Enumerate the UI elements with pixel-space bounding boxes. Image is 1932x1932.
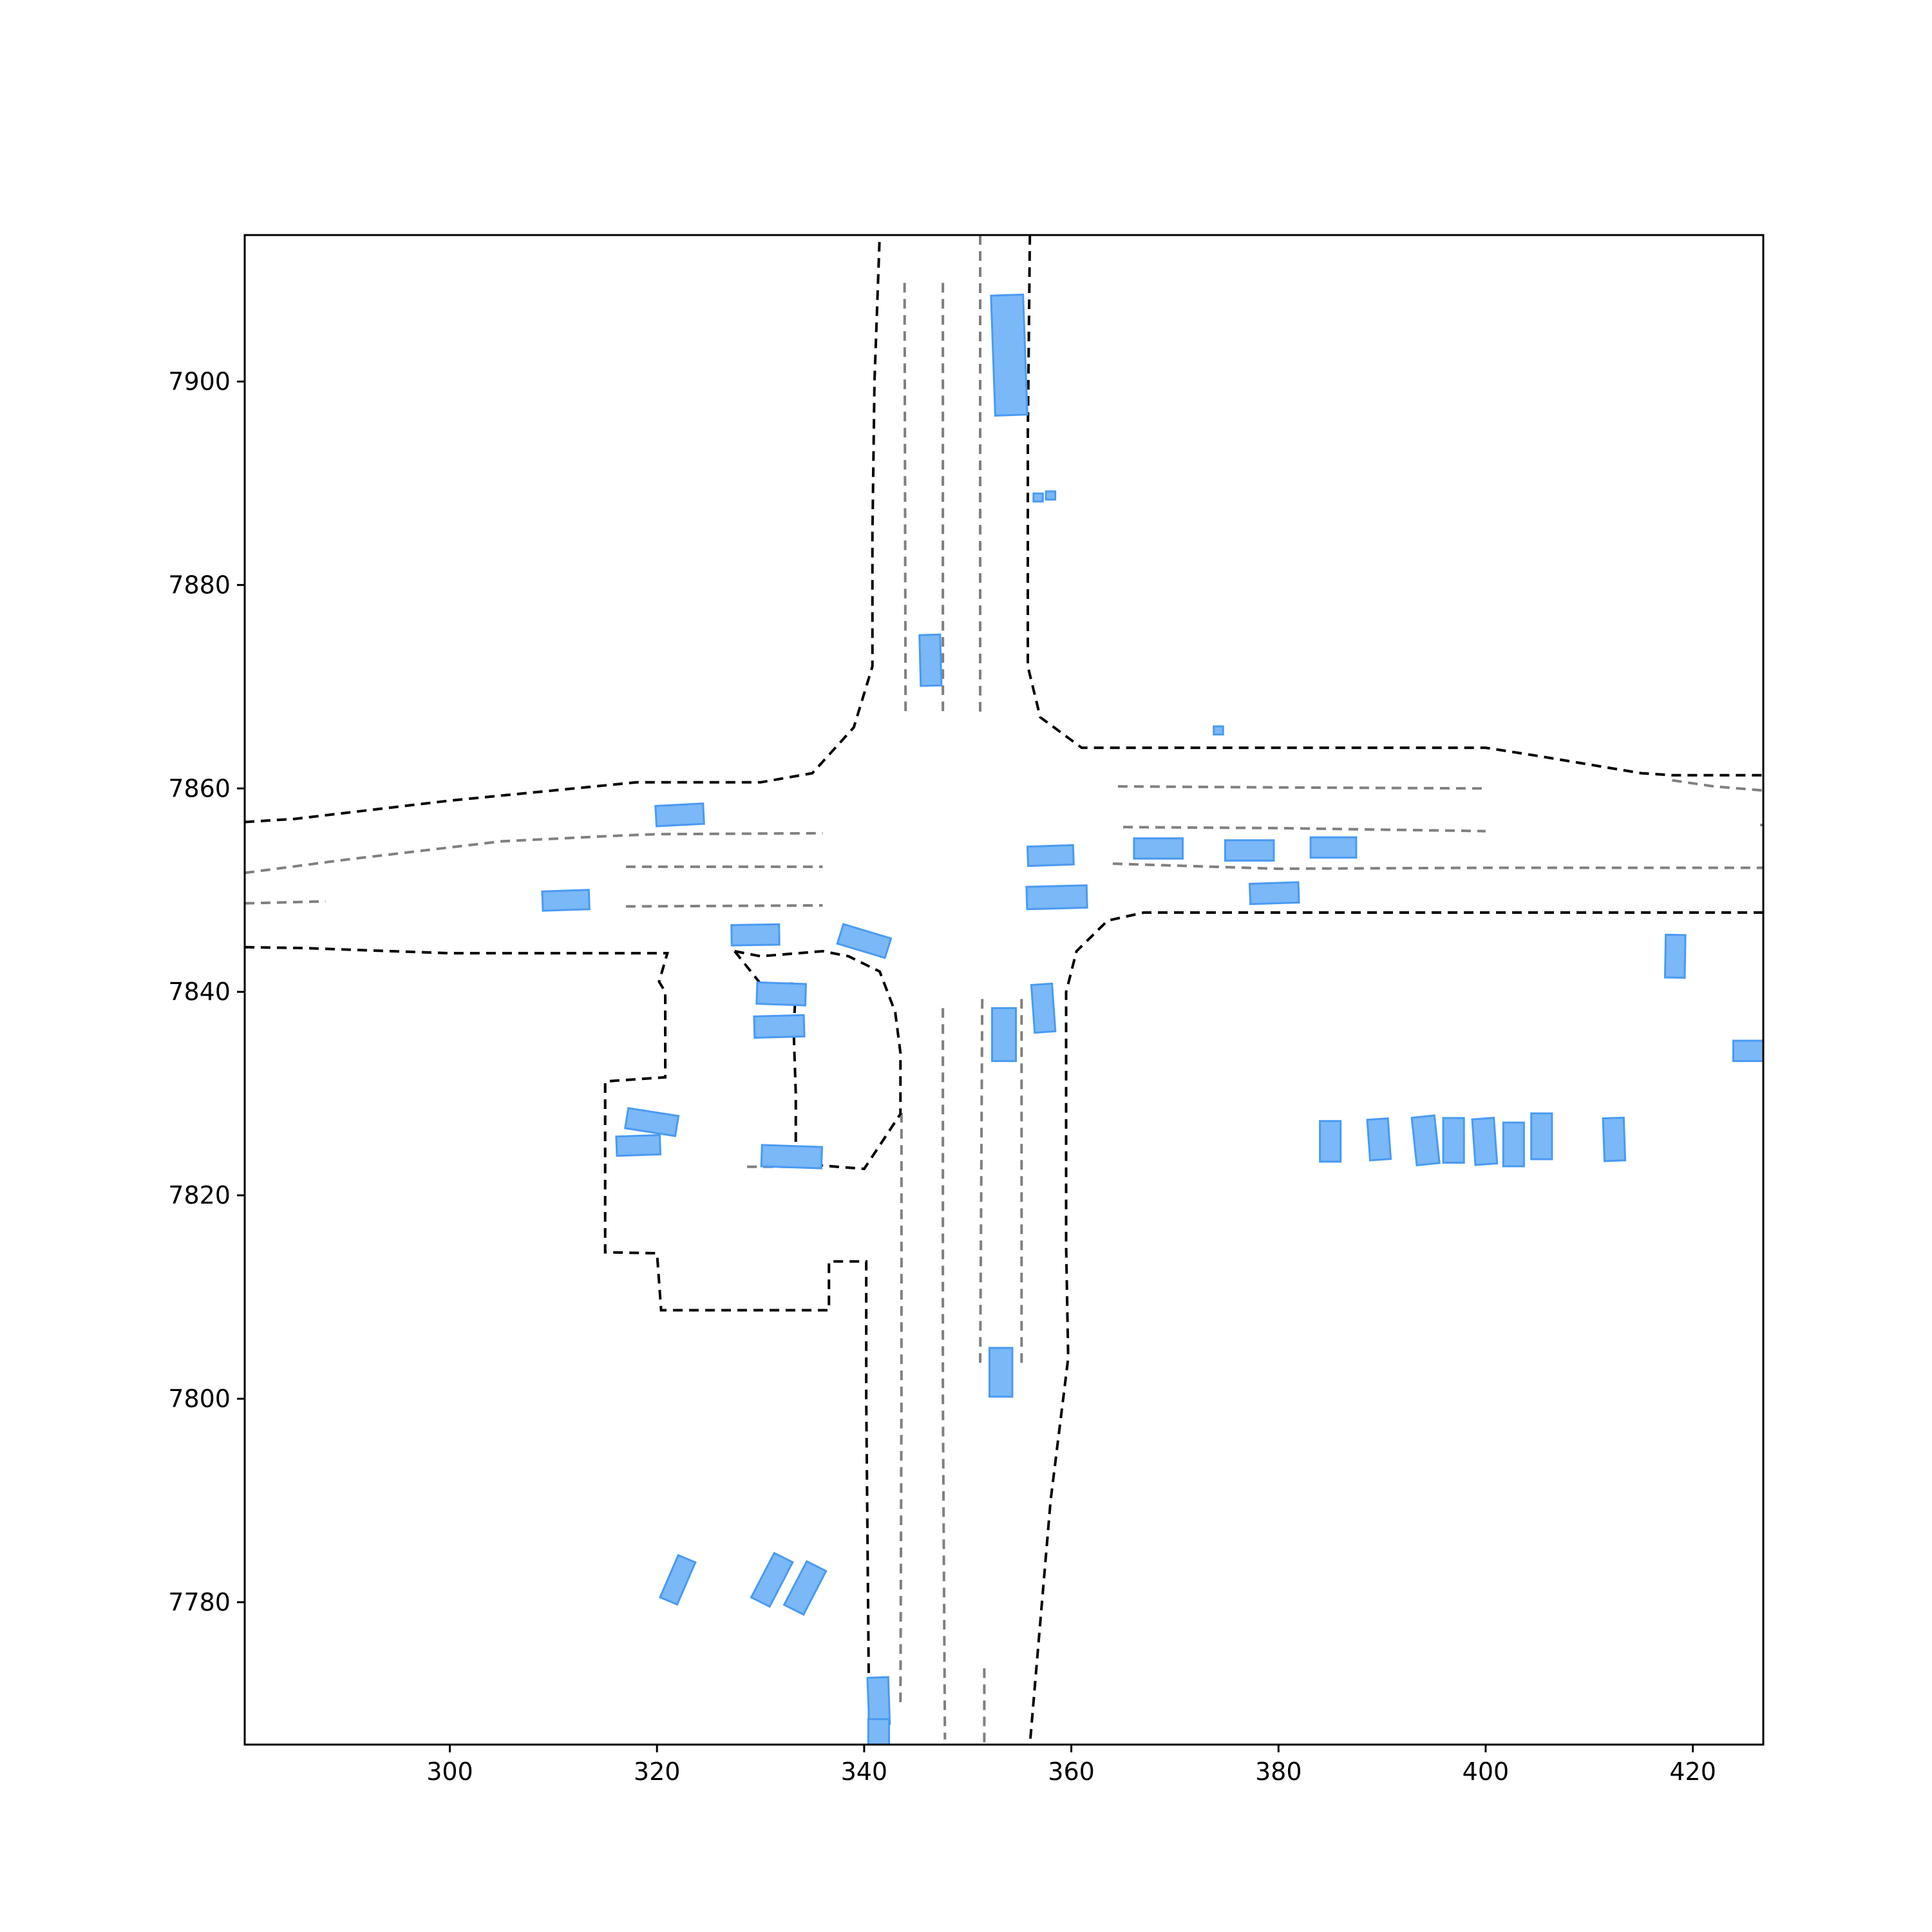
lane-dividers bbox=[245, 235, 1763, 1745]
plot-frame bbox=[243, 234, 1765, 1746]
road-edge-1 bbox=[1027, 235, 1763, 777]
x-tick-label-360: 360 bbox=[1048, 1757, 1095, 1786]
vehicle-5 bbox=[654, 802, 705, 828]
x-tick-label-320: 320 bbox=[634, 1757, 681, 1786]
lane-divider-3 bbox=[625, 904, 823, 908]
lane-divider-0 bbox=[245, 831, 823, 875]
y-tick-label-7820: 7820 bbox=[168, 1181, 231, 1209]
vehicle-23 bbox=[760, 1144, 824, 1170]
vehicle-13 bbox=[730, 923, 781, 947]
x-tick-label-420: 420 bbox=[1669, 1757, 1716, 1786]
road-edge-4 bbox=[734, 949, 902, 1171]
x-tick-label-300: 300 bbox=[426, 1757, 473, 1786]
road-edge-3 bbox=[245, 945, 871, 1745]
y-tick-label-7860: 7860 bbox=[168, 774, 231, 802]
road-edges bbox=[245, 235, 1763, 1745]
lane-divider-12 bbox=[942, 1008, 947, 1740]
vehicle-8 bbox=[1224, 839, 1275, 862]
lane-divider-4 bbox=[903, 283, 907, 717]
vehicle-32 bbox=[989, 1347, 1014, 1398]
vehicle-7 bbox=[1133, 837, 1184, 860]
vehicle-36 bbox=[866, 1676, 891, 1726]
y-tick-label-7880: 7880 bbox=[168, 571, 231, 599]
lane-divider-8 bbox=[1122, 826, 1486, 833]
vehicle-31 bbox=[1602, 1116, 1627, 1162]
road-edge-2 bbox=[1028, 911, 1763, 1745]
y-axis: 7780 7800 7820 7840 7860 7880 7900 bbox=[168, 367, 245, 1616]
vehicle-3 bbox=[918, 633, 943, 687]
vehicle-25 bbox=[1366, 1117, 1392, 1162]
vehicle-10 bbox=[1025, 884, 1088, 911]
lane-divider-1 bbox=[245, 900, 326, 905]
vehicle-15 bbox=[755, 981, 808, 1007]
vehicle-21 bbox=[623, 1106, 680, 1137]
vehicle-16 bbox=[753, 1014, 806, 1039]
y-tick-label-7780: 7780 bbox=[168, 1588, 231, 1616]
x-tick-label-380: 380 bbox=[1255, 1757, 1302, 1786]
vehicle-35 bbox=[782, 1560, 828, 1616]
y-tick-label-7800: 7800 bbox=[168, 1385, 231, 1413]
vehicle-22 bbox=[615, 1133, 662, 1157]
vehicle-20 bbox=[1732, 1039, 1763, 1063]
vehicle-18 bbox=[1030, 982, 1057, 1034]
vehicle-37 bbox=[867, 1718, 890, 1745]
x-tick-label-340: 340 bbox=[841, 1757, 888, 1786]
vehicle-28 bbox=[1471, 1117, 1499, 1166]
vehicles bbox=[541, 293, 1763, 1745]
lane-divider-7 bbox=[1117, 785, 1486, 790]
vehicle-33 bbox=[658, 1553, 697, 1606]
vehicle-26 bbox=[1410, 1114, 1441, 1167]
vehicle-4 bbox=[1213, 725, 1224, 735]
plot-area bbox=[245, 235, 1763, 1745]
road-edge-0 bbox=[245, 235, 881, 824]
x-axis: 300 320 340 360 380 400 420 bbox=[426, 1745, 1716, 1786]
vehicle-34 bbox=[750, 1551, 794, 1608]
vehicle-17 bbox=[991, 1007, 1017, 1063]
vehicle-30 bbox=[1530, 1112, 1553, 1160]
vehicle-2 bbox=[1045, 490, 1057, 501]
vehicle-6 bbox=[1026, 844, 1075, 867]
vehicle-24 bbox=[1319, 1120, 1342, 1163]
vehicle-19 bbox=[1663, 933, 1687, 979]
vehicle-0 bbox=[990, 293, 1028, 417]
x-tick-label-400: 400 bbox=[1463, 1757, 1510, 1786]
lane-divider-9 bbox=[1112, 862, 1763, 871]
vehicle-29 bbox=[1502, 1121, 1525, 1168]
vehicle-11 bbox=[1248, 881, 1300, 905]
vehicle-27 bbox=[1442, 1117, 1465, 1164]
lane-divider-15 bbox=[899, 1113, 903, 1707]
vehicle-12 bbox=[541, 889, 591, 912]
vehicle-1 bbox=[1032, 492, 1044, 503]
lane-divider-10 bbox=[1672, 779, 1763, 792]
vehicle-9 bbox=[1309, 836, 1358, 859]
y-tick-label-7840: 7840 bbox=[168, 978, 231, 1006]
lane-divider-13 bbox=[979, 999, 984, 1368]
y-tick-label-7900: 7900 bbox=[168, 367, 231, 395]
vehicle-14 bbox=[836, 923, 893, 960]
